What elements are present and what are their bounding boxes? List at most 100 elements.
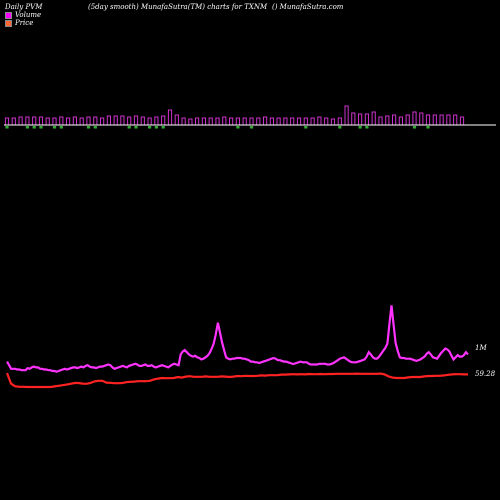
price-line [5,372,468,389]
volume-bar [181,117,186,126]
volume-down-mark [59,126,63,129]
volume-bar [283,117,288,126]
volume-bar [18,116,23,126]
volume-bar [419,112,424,126]
volume-bar [385,115,390,126]
volume-bar [276,117,281,126]
volume-bar [317,116,322,126]
volume-bar [324,117,329,126]
volume-bar [351,112,356,126]
volume-bar [93,116,98,126]
volume-down-mark [134,126,138,129]
volume-bar [405,114,410,126]
volume-bar [392,114,397,126]
volume-bar [242,117,247,126]
volume-bar [296,117,302,126]
volume-bar [201,117,207,126]
volume-bar [263,116,268,126]
chart-title-left: Daily PVM [5,3,43,11]
volume-down-mark [39,126,43,129]
volume-bar [45,117,50,126]
volume-down-mark [358,126,362,129]
volume-bar [208,117,213,126]
volume-down-mark [93,126,97,129]
volume-down-mark [127,126,131,129]
volume-bar [256,117,261,126]
volume-bar [235,117,241,126]
volume-down-mark [52,126,57,129]
volume-bar [38,116,44,126]
volume-bar [161,115,166,126]
volume-down-mark [412,126,417,129]
volume-bar [425,114,431,126]
volume-bar [59,116,64,126]
volume-bar [249,117,254,126]
volume-bar [113,115,118,126]
volume-bar [222,116,227,126]
volume-bar [25,116,30,126]
legend-volume-label: Volume [15,11,42,19]
volume-down-mark [32,126,36,129]
volume-down-mark [86,126,91,129]
volume-bar [310,117,315,126]
volume-bar [11,117,16,126]
chart-title-center: (5day smooth) MunafaSutra(TM) charts for… [88,3,268,11]
volume-down-mark [249,126,254,129]
volume-bar [330,118,336,126]
volume-bar [398,116,403,126]
volume-bar [269,117,274,126]
volume-bar [140,116,145,126]
volume-bar [378,116,383,126]
volume-bar [215,117,220,126]
volume-bar [303,117,308,126]
volume-bar [72,116,78,126]
legend-volume-swatch [5,11,12,19]
legend-price-swatch [5,19,12,27]
volume-bar [86,116,91,126]
volume-bar [459,116,465,126]
volume-bar [364,113,369,126]
volume-bar [344,105,349,126]
volume-bar [337,117,342,126]
volume-bar [106,115,112,126]
volume-down-mark [154,126,158,129]
volume-bar [120,115,125,126]
volume-bar [432,114,437,126]
volume-bar [453,114,458,126]
volume-bar [188,118,193,126]
legend-price: Price [5,19,33,27]
volume-down-mark [426,126,430,129]
volume-bar [79,117,84,126]
volume-bar [4,117,10,126]
volume-bar [154,116,159,126]
volume-line [6,305,469,373]
price-value-label: 59.28 [475,370,496,378]
volume-down-mark [148,126,152,129]
volume-bar [127,116,132,126]
legend-price-label: Price [15,19,34,27]
volume-bar [446,114,451,126]
volume-down-mark [304,126,308,129]
volume-bar [358,113,363,126]
volume-bar [439,114,444,126]
volume-bar [290,117,295,126]
volume-bar [371,111,376,126]
volume-down-mark [236,126,240,129]
volume-bar [229,117,234,126]
volume-down-mark [365,126,369,129]
volume-bar [66,117,71,126]
chart-title-right: () MunafaSutra.com [272,3,344,11]
volume-down-mark [5,126,9,129]
volume-bar [167,109,173,126]
volume-bar [174,114,179,126]
volume-down-mark [25,126,29,129]
volume-bar [100,117,105,126]
volume-bar [412,111,417,126]
legend-volume: Volume [5,11,41,19]
volume-down-mark [161,126,165,129]
volume-bar [195,117,200,126]
volume-down-mark [338,126,342,129]
volume-bar [133,115,139,126]
volume-bar [32,116,37,126]
